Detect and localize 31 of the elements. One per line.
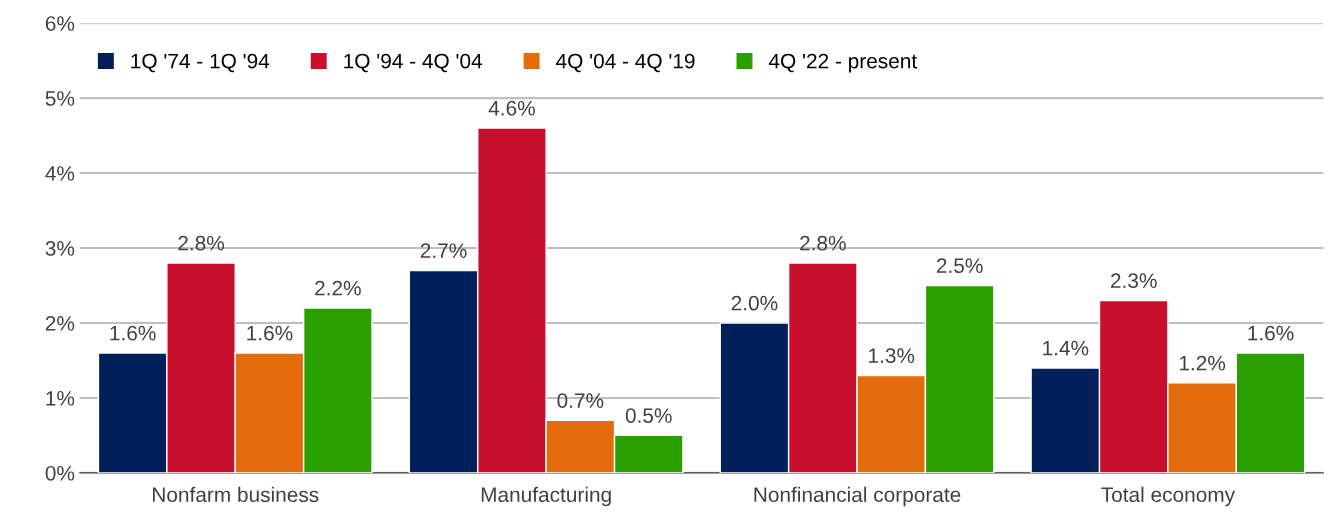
data-label: 1.4% [1043, 340, 1089, 356]
legend-label: 4Q '22 - present [768, 53, 918, 73]
legend-label: 4Q '04 - 4Q '19 [556, 53, 695, 73]
y-tick-label: 1% [46, 391, 75, 406]
x-tick-label: Total economy [1101, 486, 1236, 507]
y-tick-label: 6% [45, 16, 75, 31]
y-tick-label: 2% [45, 315, 75, 331]
data-label: 2.0% [731, 295, 778, 311]
data-label: 1.6% [1248, 325, 1294, 341]
x-tick-label: Nonfarm business [153, 486, 319, 503]
data-label: 0.7% [557, 393, 604, 408]
data-label: 1.2% [1179, 355, 1226, 371]
data-label: 1.6% [247, 325, 293, 341]
data-label: 4.6% [488, 100, 535, 116]
y-tick-label: 3% [45, 241, 75, 256]
data-label: 2.7% [420, 243, 467, 258]
x-tick-label: Nonfinancial corporate [754, 486, 961, 507]
data-label: 2.2% [315, 280, 361, 296]
y-tick-label: 5% [45, 91, 75, 106]
x-tick-label: Manufacturing [481, 486, 611, 507]
data-label: 0.5% [625, 408, 672, 423]
data-label: 2.8% [800, 235, 846, 251]
data-label: 1.3% [869, 348, 915, 363]
y-tick-label: 0% [45, 465, 75, 481]
y-tick-label: 4% [45, 166, 75, 181]
data-label: 2.5% [936, 258, 983, 274]
legend-label: 1Q '74 - 1Q '94 [131, 53, 270, 73]
data-label: 1.6% [110, 325, 156, 341]
legend-label: 1Q '94 - 4Q '04 [344, 53, 483, 73]
data-label: 2.3% [1111, 273, 1157, 289]
data-label: 2.8% [178, 235, 225, 251]
